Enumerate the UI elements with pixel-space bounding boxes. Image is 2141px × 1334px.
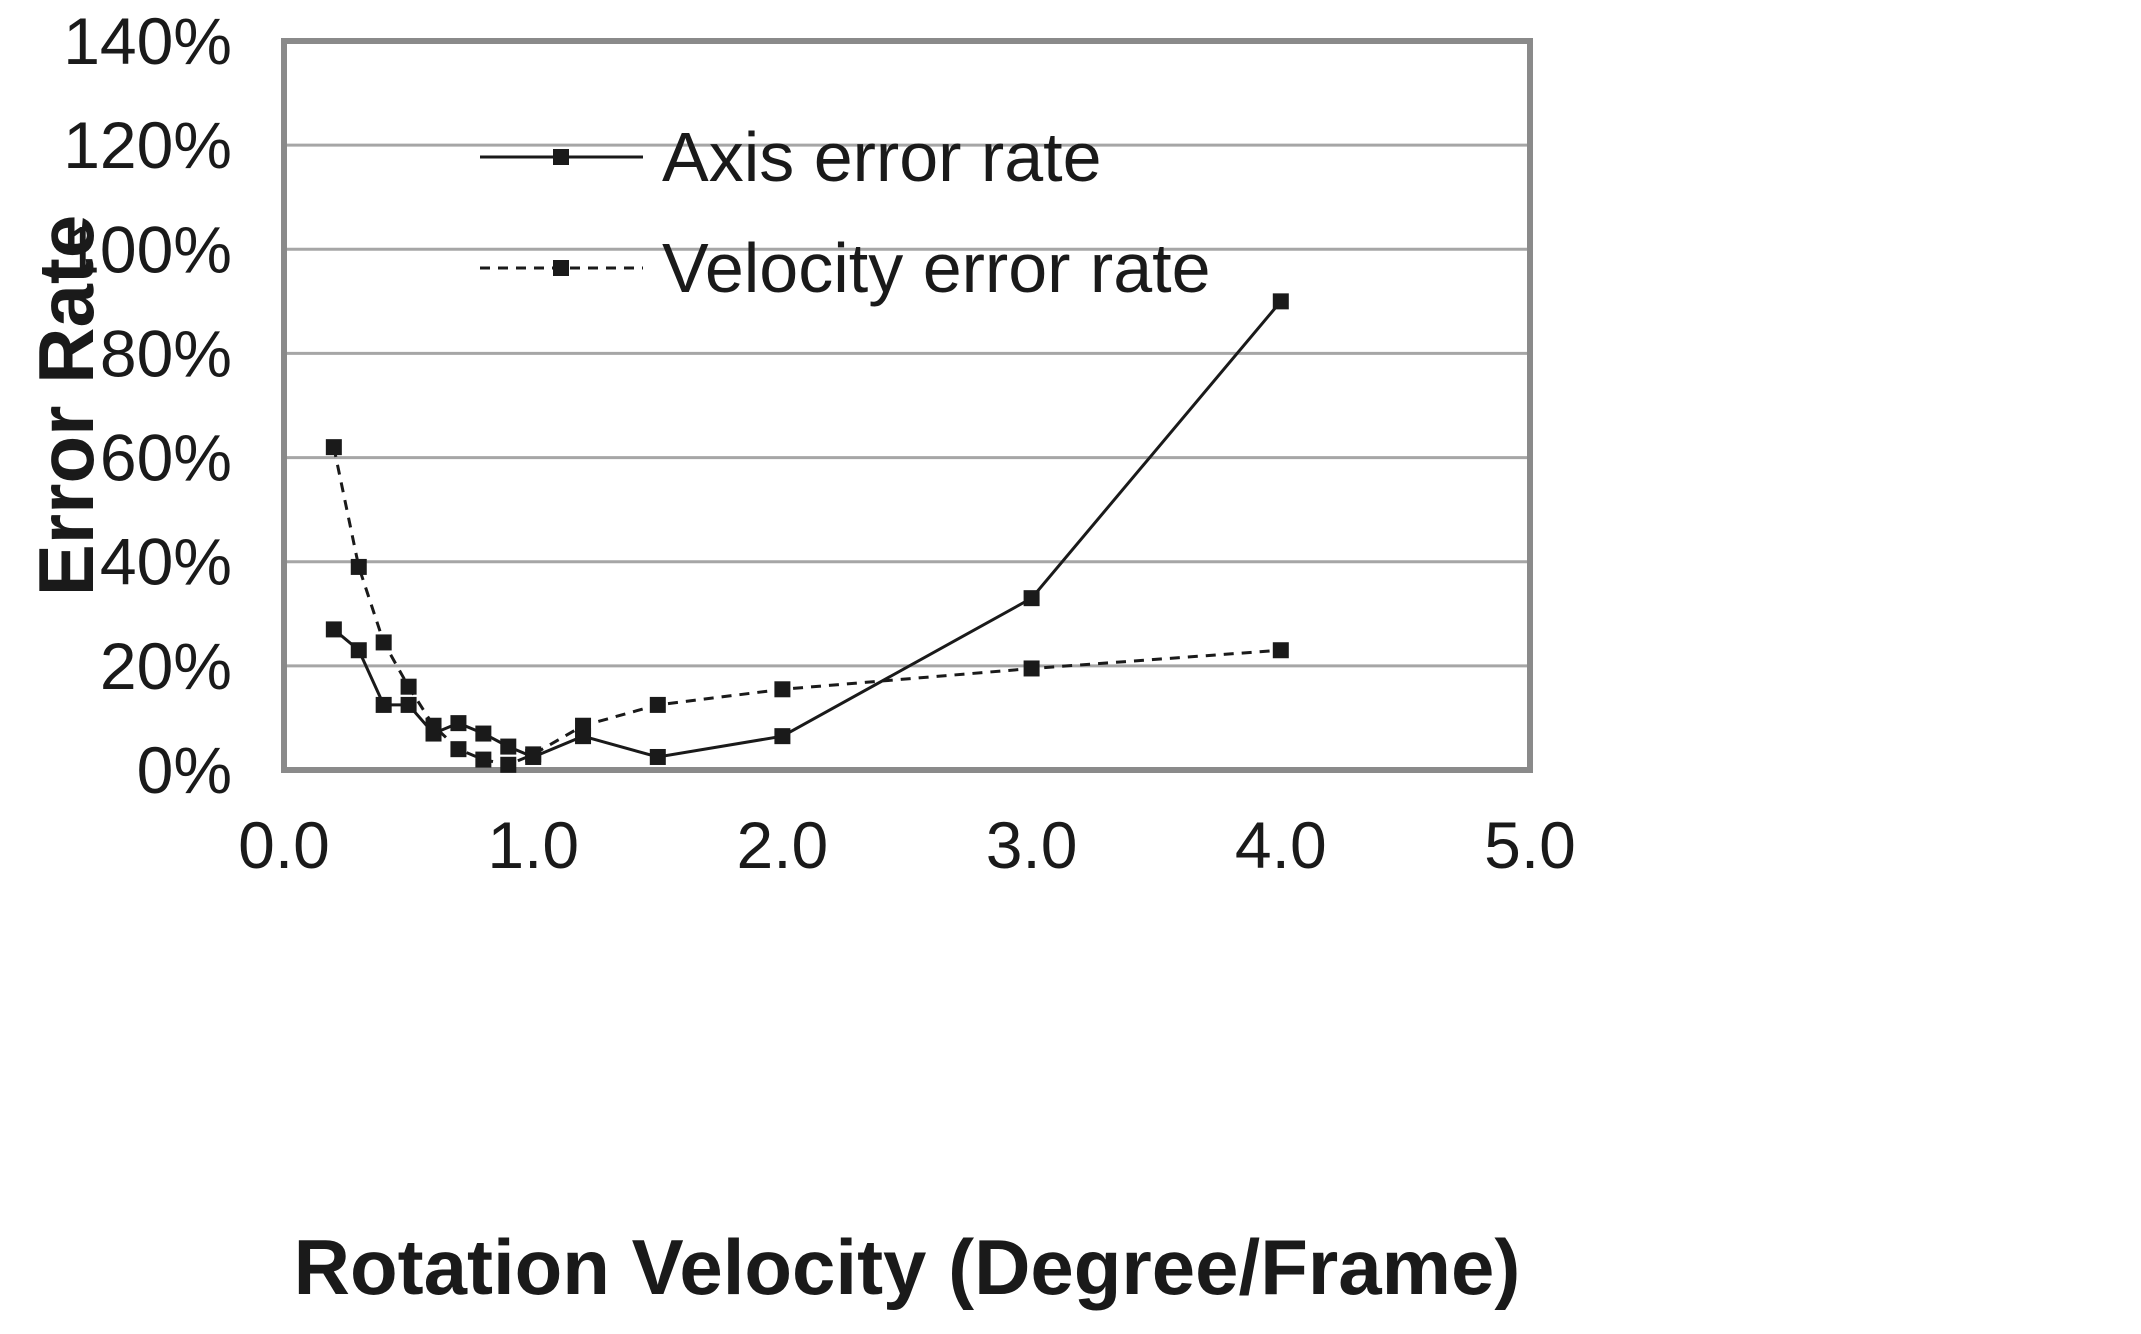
x-axis-ticks: 0.0 1.0 2.0 3.0 4.0 5.0 [238,808,1576,882]
data-point-axis-error-rate [1023,590,1040,607]
data-point-velocity-error-rate [400,678,417,695]
series-axis-error-rate [325,293,1289,765]
y-tick-label: 60% [100,421,232,495]
y-tick-label: 0% [137,733,232,807]
data-point-velocity-error-rate [525,746,542,763]
legend: Axis error rate Velocity error rate [480,118,1211,307]
data-point-velocity-error-rate [375,634,392,651]
legend-label-axis-error-rate: Axis error rate [662,118,1102,196]
data-point-velocity-error-rate [575,717,592,734]
data-point-axis-error-rate [774,728,791,745]
x-tick-label: 5.0 [1484,808,1576,882]
data-point-axis-error-rate [325,621,342,638]
data-point-axis-error-rate [500,738,517,755]
data-point-axis-error-rate [350,642,367,659]
data-point-axis-error-rate [475,725,492,742]
data-point-velocity-error-rate [325,439,342,456]
y-tick-label: 80% [100,316,232,390]
legend-item-velocity-error-rate: Velocity error rate [480,229,1211,307]
x-tick-label: 2.0 [737,808,829,882]
data-point-velocity-error-rate [500,756,517,773]
legend-marker-velocity-error-rate [553,260,569,276]
data-point-velocity-error-rate [1272,642,1289,659]
data-point-velocity-error-rate [649,696,666,713]
x-axis-title: Rotation Velocity (Degree/Frame) [294,1223,1521,1311]
legend-item-axis-error-rate: Axis error rate [480,118,1102,196]
y-axis-ticks: 0% 20% 40% 60% 80% 100% 120% 140% [63,4,232,807]
y-tick-label: 120% [63,108,232,182]
x-tick-label: 0.0 [238,808,330,882]
data-point-velocity-error-rate [774,681,791,698]
data-point-velocity-error-rate [450,741,467,758]
y-tick-label: 20% [100,629,232,703]
x-tick-label: 1.0 [487,808,579,882]
series-line-velocity-error-rate [332,446,1281,767]
y-tick-label: 140% [63,4,232,78]
grid-lines [284,143,1530,668]
legend-marker-axis-error-rate [553,149,569,165]
y-axis-title: Error Rate [22,215,110,596]
data-point-velocity-error-rate [350,558,367,575]
plot-area-border [281,38,1533,773]
series-velocity-error-rate [325,439,1289,773]
data-point-velocity-error-rate [475,751,492,768]
data-point-velocity-error-rate [1023,660,1040,677]
data-point-axis-error-rate [375,696,392,713]
data-point-axis-error-rate [450,715,467,732]
data-point-axis-error-rate [1272,293,1289,310]
data-point-axis-error-rate [649,748,666,765]
data-point-velocity-error-rate [425,717,442,734]
series-layer [325,293,1289,773]
y-tick-label: 40% [100,525,232,599]
data-point-axis-error-rate [400,696,417,713]
x-tick-label: 4.0 [1235,808,1327,882]
series-line-axis-error-rate [332,300,1282,759]
x-tick-label: 3.0 [986,808,1078,882]
y-tick-label: 100% [63,212,232,286]
legend-label-velocity-error-rate: Velocity error rate [662,229,1211,307]
